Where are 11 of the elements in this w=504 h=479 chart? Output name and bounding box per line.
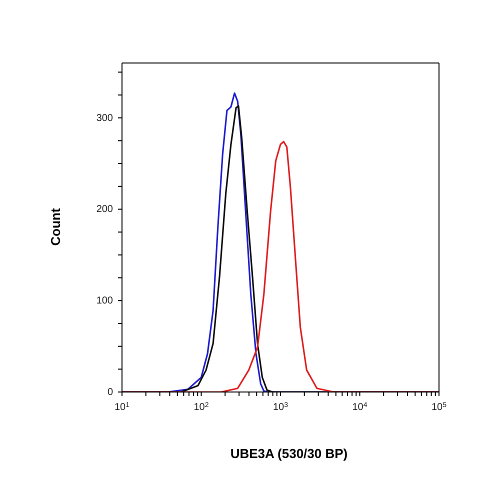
y-tick-label: 200: [96, 204, 114, 216]
x-tick-label: 10$^{4}$: [352, 402, 368, 413]
y-tick-label: 300: [96, 112, 114, 124]
x-tick-label: 10$^{5}$: [431, 402, 447, 413]
x-tick-label: 10$^{3}$: [272, 402, 288, 413]
y-axis-title: Count: [48, 208, 63, 246]
x-tick-label: 10$^{2}$: [194, 402, 209, 413]
x-tick-label: 10$^{1}$: [114, 402, 130, 413]
y-tick-label: 100: [96, 296, 114, 307]
y-tick-label: 0: [107, 387, 114, 398]
x-axis-title: UBE3A (530/30 BP): [230, 446, 348, 461]
